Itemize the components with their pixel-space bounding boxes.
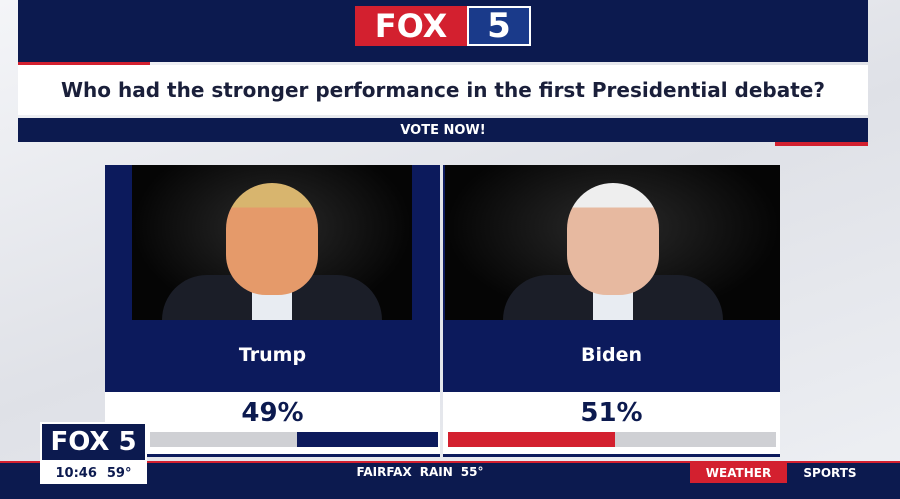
logo-number: 5: [467, 6, 531, 46]
photo-head: [566, 183, 659, 295]
temperature: 59°: [106, 465, 132, 481]
percent-label: 49%: [241, 398, 304, 428]
vote-now[interactable]: VOTE NOW!: [18, 118, 868, 142]
result-bar: [448, 432, 616, 447]
time-temp: 10:46 59°: [40, 462, 147, 484]
ticker-line: [0, 461, 900, 463]
result-bar: [296, 432, 438, 447]
percent-label: 51%: [580, 398, 643, 428]
candidate-photo: [132, 165, 412, 320]
photo-head: [226, 183, 318, 295]
candidate-name: Biden: [580, 344, 642, 366]
question: Who had the stronger performance in the …: [18, 65, 868, 115]
condition: RAIN: [419, 465, 453, 479]
candidate-photo: [445, 165, 780, 320]
accent-line: [18, 62, 150, 65]
weather-crawl: FAIRFAX RAIN 55°: [330, 461, 510, 483]
sports-tab[interactable]: SPORTS: [803, 465, 857, 480]
accent-line: [775, 142, 868, 146]
weather-tab[interactable]: WEATHER: [690, 462, 787, 483]
channel-logo: FOX 5: [40, 422, 147, 462]
forecast-temp: 55°: [460, 465, 484, 479]
time: 10:46: [55, 465, 97, 481]
logo-fox: FOX: [355, 6, 467, 46]
location: FAIRFAX: [356, 465, 412, 479]
candidate-name: Trump: [238, 344, 307, 366]
